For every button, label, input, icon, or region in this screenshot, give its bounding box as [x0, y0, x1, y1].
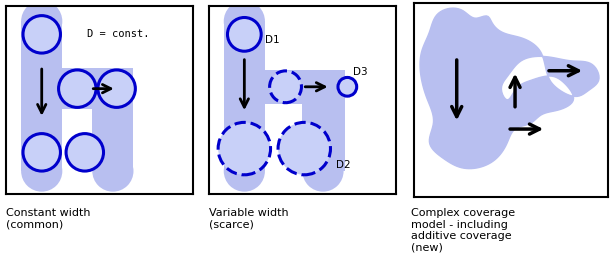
Text: D3: D3	[353, 67, 368, 77]
Bar	[21, 68, 133, 109]
Text: Complex coverage
model - including
additive coverage
(new): Complex coverage model - including addit…	[411, 208, 516, 253]
Circle shape	[228, 18, 261, 51]
Polygon shape	[420, 8, 599, 169]
Circle shape	[58, 70, 96, 107]
Text: Variable width
(scarce): Variable width (scarce)	[209, 208, 289, 230]
Circle shape	[270, 71, 301, 103]
Bar	[223, 21, 265, 171]
Text: D2: D2	[336, 160, 351, 170]
Circle shape	[218, 122, 271, 175]
Text: D = const.: D = const.	[87, 29, 150, 39]
Circle shape	[338, 77, 357, 96]
Bar	[223, 70, 346, 104]
Bar	[92, 106, 133, 171]
Text: D1: D1	[265, 35, 279, 45]
Circle shape	[23, 134, 60, 171]
Bar	[21, 21, 63, 171]
Circle shape	[223, 150, 265, 192]
Circle shape	[23, 16, 60, 53]
Circle shape	[21, 150, 63, 192]
Circle shape	[303, 150, 344, 192]
Circle shape	[21, 1, 63, 42]
Bar	[303, 100, 346, 171]
Text: Constant width
(common): Constant width (common)	[6, 208, 91, 230]
Circle shape	[223, 1, 265, 42]
Circle shape	[66, 134, 104, 171]
Circle shape	[92, 150, 133, 192]
Circle shape	[278, 122, 330, 175]
Circle shape	[98, 70, 135, 107]
